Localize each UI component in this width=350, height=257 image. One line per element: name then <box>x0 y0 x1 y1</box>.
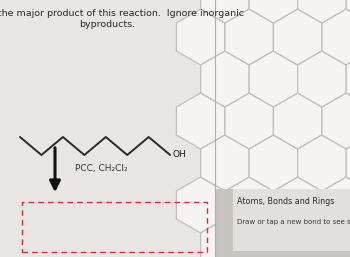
Polygon shape <box>322 93 350 149</box>
Polygon shape <box>225 9 273 65</box>
Text: Draw or tap a new bond to see s: Draw or tap a new bond to see s <box>237 219 350 225</box>
Polygon shape <box>298 51 346 107</box>
Bar <box>22 202 207 252</box>
Polygon shape <box>322 177 350 233</box>
Polygon shape <box>249 219 298 257</box>
Polygon shape <box>322 9 350 65</box>
Polygon shape <box>176 93 225 149</box>
Text: Atoms, Bonds and Rings: Atoms, Bonds and Rings <box>237 197 334 206</box>
Polygon shape <box>298 219 346 257</box>
Polygon shape <box>201 0 249 23</box>
Polygon shape <box>201 51 249 107</box>
Polygon shape <box>201 135 249 191</box>
Polygon shape <box>225 93 273 149</box>
Text: Draw the major product of this reaction.  Ignore inorganic: Draw the major product of this reaction.… <box>0 9 244 18</box>
Polygon shape <box>249 0 298 23</box>
Polygon shape <box>298 135 346 191</box>
Polygon shape <box>346 135 350 191</box>
Polygon shape <box>201 219 249 257</box>
Polygon shape <box>346 219 350 257</box>
Polygon shape <box>273 93 322 149</box>
Polygon shape <box>346 51 350 107</box>
Polygon shape <box>249 51 298 107</box>
Polygon shape <box>176 177 225 233</box>
Polygon shape <box>225 177 273 233</box>
Polygon shape <box>298 0 346 23</box>
Polygon shape <box>273 177 322 233</box>
Polygon shape <box>176 9 225 65</box>
Bar <box>215 189 350 257</box>
Polygon shape <box>273 9 322 65</box>
Bar <box>233 189 350 251</box>
Polygon shape <box>346 0 350 23</box>
Polygon shape <box>249 135 298 191</box>
Text: OH: OH <box>172 151 186 160</box>
Text: PCC, CH₂Cl₂: PCC, CH₂Cl₂ <box>75 163 128 172</box>
Bar <box>215 0 350 257</box>
Text: byproducts.: byproducts. <box>79 20 135 29</box>
